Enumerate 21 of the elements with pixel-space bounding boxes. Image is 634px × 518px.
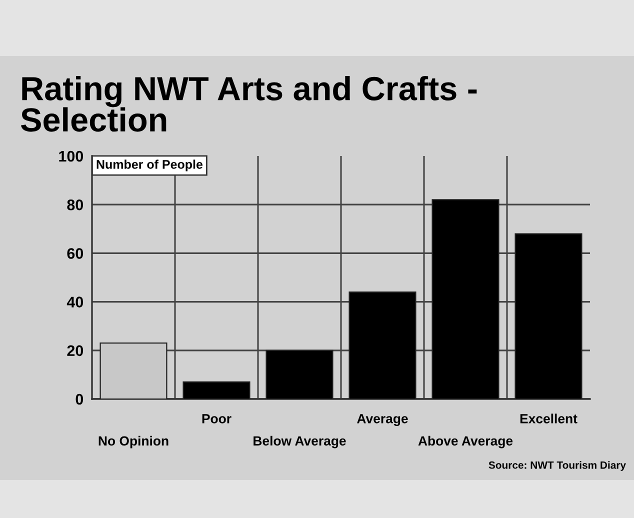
y-tick-label: 80 — [67, 199, 84, 210]
bar — [432, 199, 500, 399]
chart-title: Rating NWT Arts and Crafts - Selection — [20, 76, 477, 132]
bar — [182, 381, 250, 399]
source-note: Source: NWT Tourism Diary — [488, 461, 626, 471]
y-tick-label: 0 — [76, 394, 84, 405]
x-tick-label: Excellent — [520, 414, 578, 424]
x-tick-label: Above Average — [418, 436, 513, 448]
x-tick-label: Average — [357, 414, 408, 426]
bar — [266, 350, 334, 399]
x-tick-label: No Opinion — [98, 436, 168, 448]
x-tick-label: Below Average — [254, 436, 346, 448]
y-tick-label: 60 — [67, 248, 84, 259]
y-tick-label: 100 — [59, 150, 84, 162]
bar — [348, 292, 416, 399]
x-tick-label: Poor — [202, 414, 232, 424]
y-axis-title: Number of People — [96, 160, 203, 172]
y-tick-label: 40 — [66, 296, 84, 308]
bar — [100, 342, 168, 399]
bar — [514, 233, 582, 399]
y-tick-label: 20 — [67, 345, 84, 356]
